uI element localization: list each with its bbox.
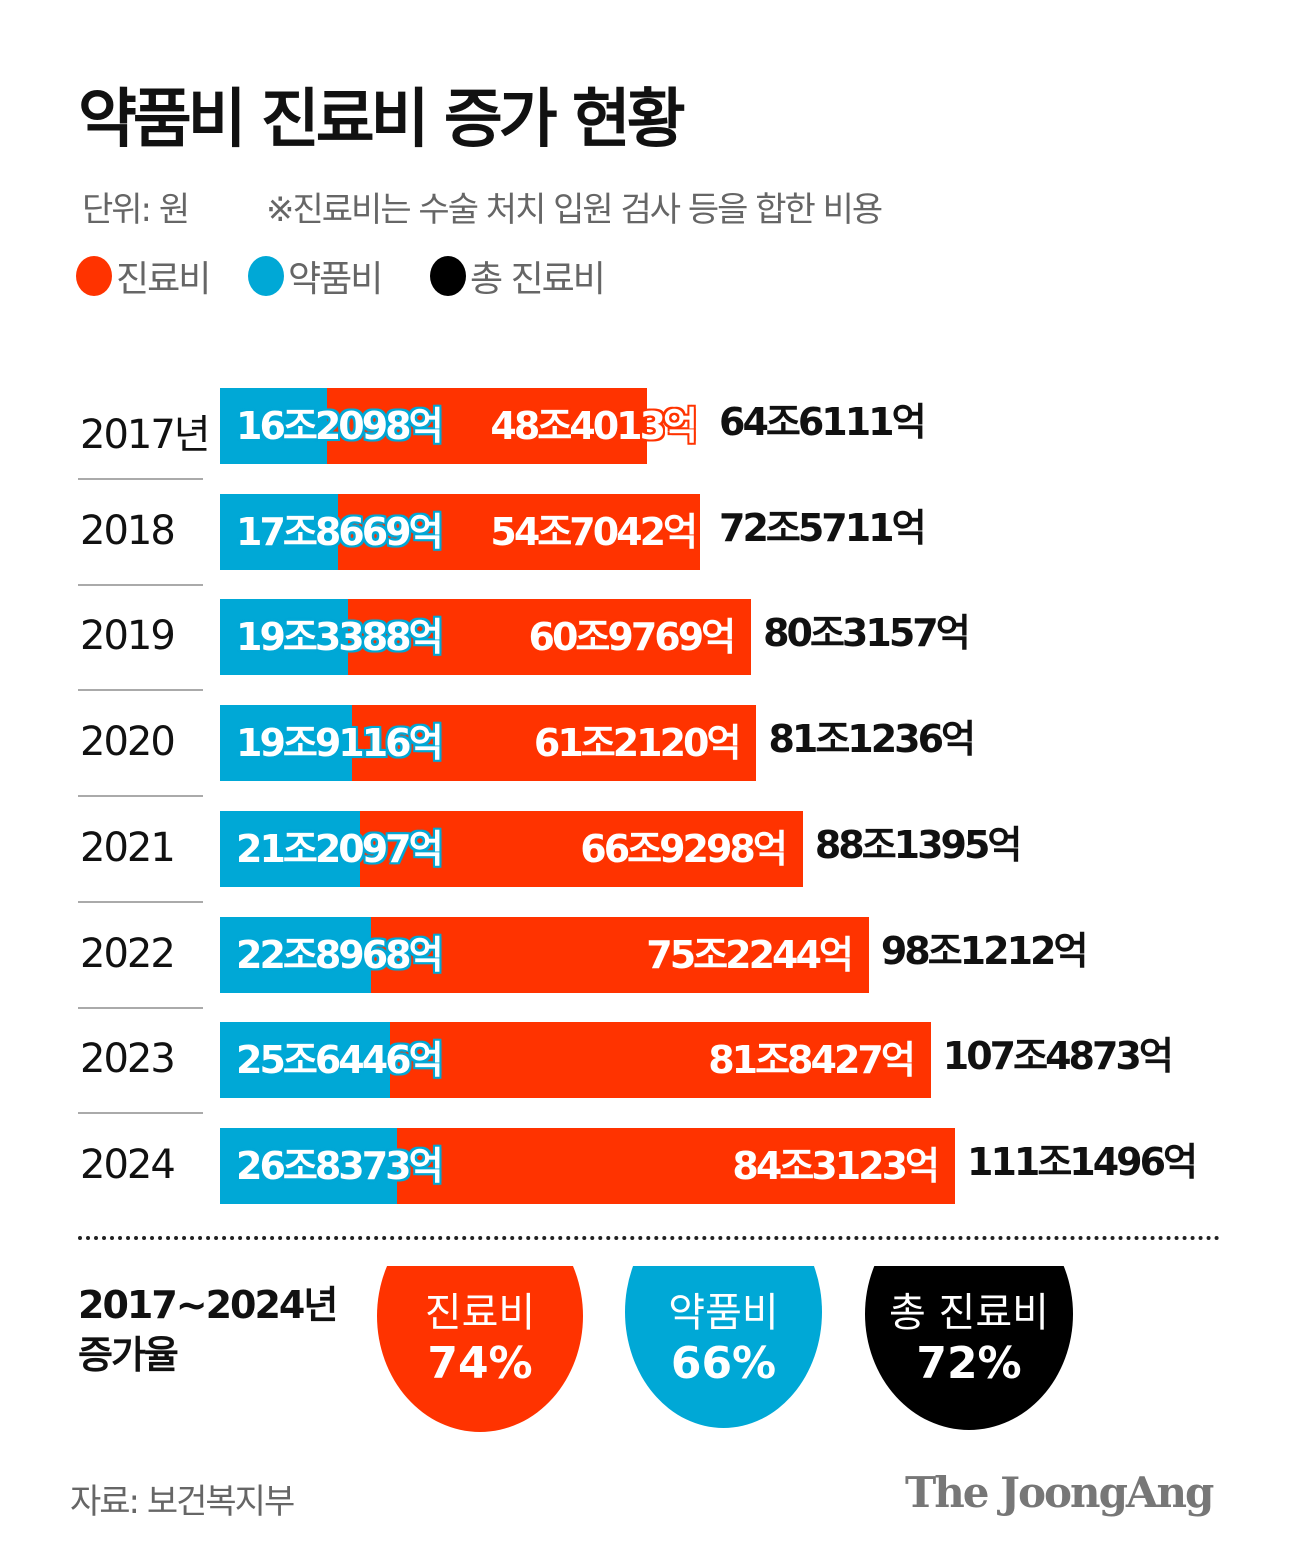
source-label: 자료: 보건복지부 xyxy=(70,1482,295,1522)
row-divider xyxy=(78,1006,203,1009)
blue-dot-icon xyxy=(248,256,284,296)
legend-label: 약품비 xyxy=(288,259,383,300)
legend-label: 진료비 xyxy=(116,259,211,300)
bar-drug xyxy=(220,810,361,887)
growth-label-line2: 증가율 xyxy=(78,1333,179,1377)
bar-medical xyxy=(389,1022,931,1099)
year-label: 2019 xyxy=(80,613,176,660)
year-label: 2020 xyxy=(80,719,176,766)
bar-label-total: 81조1236억 xyxy=(768,717,976,762)
bar-label-drug: 17조8669억 xyxy=(236,509,444,554)
black-dot-icon xyxy=(430,256,466,296)
bar-label-medical: 66조9298억 xyxy=(580,826,788,871)
year-label: 2021 xyxy=(80,824,176,871)
bar-label-total: 111조1496억 xyxy=(967,1139,1198,1184)
bubble-name: 진료비 xyxy=(424,1290,536,1336)
legend-item-medical: 진료비 xyxy=(76,250,211,302)
bar-drug xyxy=(220,705,352,782)
bar-label-medical: 48조4013억 xyxy=(490,404,698,448)
row-divider xyxy=(78,583,203,586)
growth-bubble-total: 총 진료비 72% xyxy=(865,1266,1073,1436)
row-divider xyxy=(78,1112,203,1115)
bar-medical xyxy=(397,1127,955,1204)
bar-label-medical: 61조2120억 xyxy=(533,721,742,766)
bar-label-total: 88조1395억 xyxy=(814,822,1023,867)
bar-drug xyxy=(220,599,348,676)
bubble-value: 72% xyxy=(916,1338,1022,1389)
red-dot-icon xyxy=(76,256,112,296)
bar-drug xyxy=(220,1127,398,1204)
legend-item-total: 총 진료비 xyxy=(430,250,606,302)
bar-label-total: 72조5711억 xyxy=(719,505,927,550)
bubble-name: 총 진료비 xyxy=(889,1290,1049,1336)
year-label: 2022 xyxy=(80,930,176,977)
bar-medical xyxy=(371,916,869,993)
publisher-logo: The JoongAng xyxy=(905,1468,1214,1517)
bar-medical xyxy=(338,493,700,570)
bar-medical xyxy=(351,705,757,782)
bubble-name: 약품비 xyxy=(668,1290,779,1336)
bubble-value: 74% xyxy=(427,1338,533,1389)
bar-label-medical: 60조9769억 xyxy=(528,615,737,660)
bar-label-total: 107조4873억 xyxy=(942,1034,1174,1079)
growth-bubble-drug: 약품비 66% xyxy=(625,1266,822,1436)
legend-label: 총 진료비 xyxy=(470,259,606,300)
bar-label-drug: 19조9116억 xyxy=(236,721,444,766)
bar-drug xyxy=(220,916,372,993)
bar-label-drug: 25조6446억 xyxy=(236,1038,444,1083)
bar-drug xyxy=(220,388,328,464)
bar-medical xyxy=(327,388,648,464)
bar-medical xyxy=(347,599,752,676)
row-divider xyxy=(78,900,203,903)
bar-label-total: 80조3157억 xyxy=(763,611,971,656)
year-label: 2024 xyxy=(80,1141,176,1188)
year-label: 2017년 xyxy=(80,412,211,458)
bar-label-medical: 84조3123억 xyxy=(732,1143,940,1188)
row-divider xyxy=(78,689,203,692)
bar-label-drug: 21조2097억 xyxy=(236,826,444,871)
unit-label: 단위: 원 xyxy=(82,190,190,230)
dotted-divider xyxy=(78,1236,1220,1240)
note-label: ※진료비는 수술 처치 입원 검사 등을 합한 비용 xyxy=(266,190,883,230)
year-label: 2018 xyxy=(80,507,176,554)
growth-bubble-medical: 진료비 74% xyxy=(377,1266,583,1436)
growth-rate-label: 2017~2024년 증가율 xyxy=(78,1280,338,1380)
bar-label-total: 64조6111억 xyxy=(719,400,927,444)
bar-label-medical: 54조7042억 xyxy=(490,509,698,554)
bar-label-drug: 19조3388억 xyxy=(236,615,444,660)
bar-label-medical: 75조2244억 xyxy=(646,932,854,977)
bar-label-drug: 16조2098억 xyxy=(236,404,444,448)
row-divider xyxy=(78,478,203,480)
bar-label-total: 98조1212억 xyxy=(880,928,1089,973)
bubble-value: 66% xyxy=(670,1338,777,1389)
bar-label-drug: 22조8968억 xyxy=(236,932,444,977)
page-title: 약품비 진료비 증가 현황 xyxy=(78,83,686,157)
bar-drug xyxy=(220,493,339,570)
legend-item-drug: 약품비 xyxy=(248,250,383,302)
bar-label-drug: 26조8373억 xyxy=(236,1143,444,1188)
bar-drug xyxy=(220,1022,390,1099)
bar-label-medical: 81조8427억 xyxy=(708,1038,916,1083)
row-divider xyxy=(78,795,203,798)
bar-medical xyxy=(360,810,803,887)
growth-label-line1: 2017~2024년 xyxy=(78,1283,338,1327)
year-label: 2023 xyxy=(80,1036,176,1083)
